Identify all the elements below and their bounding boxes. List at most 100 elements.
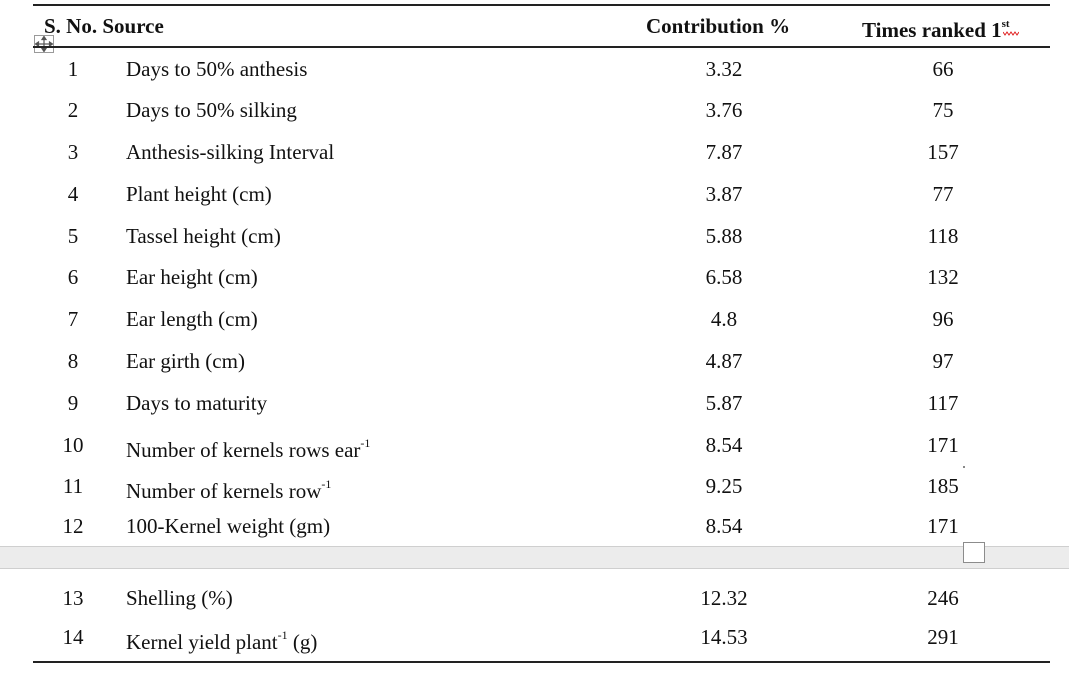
cell-times-ranked: 66	[932, 57, 954, 81]
cell-source: Days to 50% silking	[126, 96, 297, 124]
cell-source: Days to maturity	[126, 389, 267, 417]
header-times-ranked: Times ranked 1st	[862, 14, 1010, 42]
resize-handle-icon[interactable]	[963, 542, 985, 563]
cell-source: Kernel yield plant-1 (g)	[126, 623, 317, 656]
table-row: 5 Tassel height (cm) 5.88 118	[33, 222, 1050, 250]
cell-times-ranked: 185	[927, 474, 959, 498]
cell-source-text: Ear height (cm)	[126, 265, 258, 289]
move-arrows-icon[interactable]	[34, 35, 54, 53]
cell-contribution: 4.8	[710, 307, 738, 331]
header-sno-source: S. No. Source	[44, 14, 164, 38]
table-top-rule	[33, 4, 1050, 6]
cell-source-text: 100-Kernel weight (gm)	[126, 514, 331, 538]
cell-source: Ear length (cm)	[126, 305, 258, 333]
cell-contribution: 7.87	[705, 140, 743, 164]
cell-source: Ear girth (cm)	[126, 347, 245, 375]
cell-contribution: 3.76	[705, 98, 743, 122]
spellcheck-squiggle-icon	[1003, 31, 1019, 36]
cell-source-sup: -1	[321, 477, 332, 491]
cell-source: Plant height (cm)	[126, 180, 272, 208]
table-row: 6 Ear height (cm) 6.58 132	[33, 263, 1050, 291]
cell-sno: 6	[67, 265, 79, 289]
cell-source-text: Plant height (cm)	[126, 182, 272, 206]
cell-contribution: 6.58	[705, 265, 743, 289]
cell-source-text: Number of kernels rows ear	[126, 438, 361, 462]
cell-sno: 3	[67, 140, 79, 164]
cell-contribution: 4.87	[705, 349, 743, 373]
cell-sno: 11	[62, 474, 84, 498]
cell-times-ranked: 75	[932, 98, 954, 122]
table-row: 11 Number of kernels row-1 9.25 185	[33, 472, 1050, 503]
table-row: 3 Anthesis-silking Interval 7.87 157	[33, 138, 1050, 166]
cell-times-ranked: 96	[932, 307, 954, 331]
cell-times-ranked: 291	[927, 625, 959, 649]
table-split-band	[0, 546, 1069, 569]
cell-sno: 8	[67, 349, 79, 373]
header-contribution: Contribution %	[646, 14, 791, 38]
cell-contribution: 3.87	[705, 182, 743, 206]
cell-source: 100-Kernel weight (gm)	[126, 512, 330, 540]
cell-source: Days to 50% anthesis	[126, 55, 307, 83]
cell-times-ranked: 132	[927, 265, 959, 289]
cell-source-text: Shelling (%)	[126, 586, 233, 610]
cell-sno: 10	[62, 433, 84, 457]
table-row: 4 Plant height (cm) 3.87 77	[33, 180, 1050, 208]
cell-times-ranked: 77	[932, 182, 954, 206]
table-row: 14 Kernel yield plant-1 (g) 14.53 291	[33, 623, 1050, 654]
cell-source-text: Tassel height (cm)	[126, 224, 281, 248]
cell-contribution: 9.25	[705, 474, 743, 498]
cell-times-ranked: 118	[927, 224, 959, 248]
cell-contribution: 14.53	[700, 625, 748, 649]
header-times-ranked-text: Times ranked 1	[862, 18, 1002, 42]
cell-source: Ear height (cm)	[126, 263, 258, 291]
cell-source: Tassel height (cm)	[126, 222, 281, 250]
table-header-rule	[33, 46, 1050, 48]
cell-source-text: Ear length (cm)	[126, 307, 258, 331]
cell-sno: 5	[67, 224, 79, 248]
cell-source-text: Ear girth (cm)	[126, 349, 245, 373]
cell-source-text: Kernel yield plant	[126, 630, 278, 654]
cell-times-ranked: 97	[932, 349, 954, 373]
cell-sno: 2	[67, 98, 79, 122]
cell-source-text: Number of kernels row	[126, 479, 322, 503]
cell-contribution: 5.87	[705, 391, 743, 415]
cell-times-ranked: 157	[927, 140, 959, 164]
cell-contribution: 8.54	[705, 514, 743, 538]
cell-sno: 4	[67, 182, 79, 206]
stray-dot	[963, 466, 965, 468]
cell-contribution: 3.32	[705, 57, 743, 81]
cell-times-ranked: 171	[927, 514, 959, 538]
cell-source-text: Days to 50% silking	[126, 98, 297, 122]
cell-source-text: Anthesis-silking Interval	[126, 140, 335, 164]
cell-times-ranked: 117	[927, 391, 959, 415]
table-row: 8 Ear girth (cm) 4.87 97	[33, 347, 1050, 375]
cell-sno: 12	[62, 514, 84, 538]
cell-times-ranked: 171	[927, 433, 959, 457]
table-row: 2 Days to 50% silking 3.76 75	[33, 96, 1050, 124]
cell-source: Number of kernels row-1	[126, 472, 331, 505]
cell-source-sup: -1	[360, 436, 371, 450]
table-row: 9 Days to maturity 5.87 117	[33, 389, 1050, 417]
table-row: 13 Shelling (%) 12.32 246	[33, 584, 1050, 612]
cell-source: Anthesis-silking Interval	[126, 138, 334, 166]
cell-times-ranked: 246	[927, 586, 959, 610]
table-row: 12 100-Kernel weight (gm) 8.54 171	[33, 512, 1050, 540]
table-row: 7 Ear length (cm) 4.8 96	[33, 305, 1050, 333]
cell-source-sup: -1	[277, 628, 288, 642]
cell-sno: 14	[62, 625, 84, 649]
cell-sno: 1	[67, 57, 79, 81]
cell-sno: 13	[62, 586, 84, 610]
table-row: 10 Number of kernels rows ear-1 8.54 171	[33, 431, 1050, 462]
cell-source: Number of kernels rows ear-1	[126, 431, 370, 464]
cell-contribution: 12.32	[700, 586, 748, 610]
cell-contribution: 5.88	[705, 224, 743, 248]
cell-source-text: Days to 50% anthesis	[126, 57, 308, 81]
table-row: 1 Days to 50% anthesis 3.32 66	[33, 55, 1050, 83]
cell-source-tail: (g)	[287, 630, 318, 654]
table-bottom-rule	[33, 661, 1050, 663]
cell-source: Shelling (%)	[126, 584, 233, 612]
cell-sno: 9	[67, 391, 79, 415]
header-times-ranked-sup: st	[1001, 18, 1010, 30]
cell-source-text: Days to maturity	[126, 391, 268, 415]
cell-sno: 7	[67, 307, 79, 331]
